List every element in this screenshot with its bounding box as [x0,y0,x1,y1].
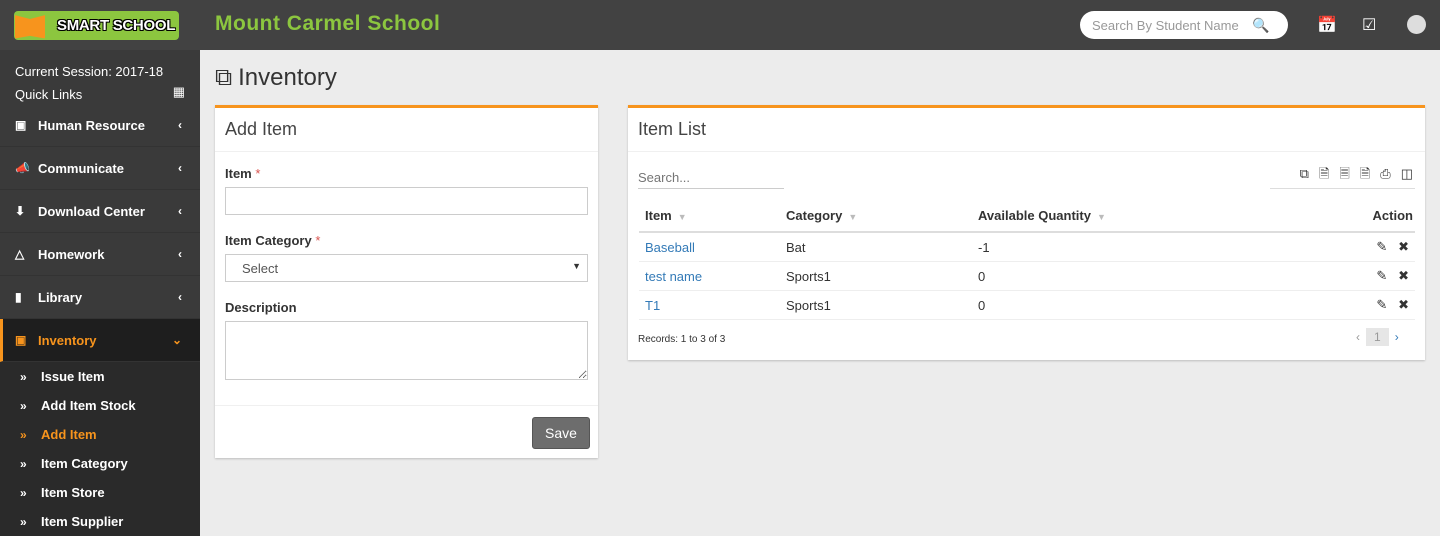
col-action: Action [1301,199,1415,233]
edit-icon[interactable]: ✎ [1376,239,1388,254]
chevron-left-icon: ‹ [178,204,182,218]
panel-title: Add Item [215,108,598,152]
page-title: ⧉ Inventory [215,64,337,91]
copy-icon[interactable]: ⧉ [1299,166,1309,181]
quick-links[interactable]: Quick Links ▦ [0,84,200,106]
table-search-input[interactable] [638,167,784,189]
panel-title: Item List [628,108,1425,152]
search-input[interactable] [1092,17,1252,33]
item-input[interactable] [225,187,588,215]
submenu-item-store[interactable]: » Item Store [20,485,105,500]
task-check-icon[interactable]: ☑ [1362,17,1377,34]
prev-page-icon[interactable]: ‹ [1356,330,1360,344]
submenu-add-item[interactable]: » Add Item [20,427,97,442]
sort-icon: ▼ [1096,211,1106,222]
print-icon[interactable]: ⎙ [1380,166,1391,181]
item-list-panel: Item List ⧉ 🗎 🗏 🗎 ⎙ ◫ Item▼ Category▼ Availab… [628,105,1425,360]
table-row: Baseball Bat -1 ✎ ✖ [639,232,1415,262]
user-avatar-icon[interactable] [1407,15,1426,34]
item-category-label: Item Category * [225,233,321,248]
table-row: T1 Sports1 0 ✎ ✖ [639,290,1415,320]
submenu-item-category[interactable]: » Item Category [20,456,128,471]
double-chevron-icon: » [20,427,27,442]
double-chevron-icon: » [20,514,27,529]
sitemap-icon: ▣ [15,118,27,132]
edit-icon[interactable]: ✎ [1376,297,1388,312]
item-table: Item ▼ Category ▼ Available Quantity ▼ Acti… [639,199,1415,320]
inventory-icon: ⧉ [215,64,233,91]
item-link[interactable]: test name [645,268,703,284]
submenu-issue-item[interactable]: » Issue Item [20,369,105,384]
calendar-icon[interactable]: 📅 [1317,17,1337,34]
chevron-left-icon: ‹ [178,290,182,304]
delete-icon[interactable]: ✖ [1398,239,1409,254]
chevron-left-icon: ‹ [178,161,182,175]
table-row: test name Sports1 0 ✎ ✖ [639,261,1415,291]
col-item[interactable]: Item ▼ [639,199,780,233]
book-icon: ▮ [15,290,22,304]
excel-icon[interactable]: 🗎 [1318,166,1330,181]
logo[interactable]: SMART SCHOOL [14,11,179,40]
top-header: SMART SCHOOL Mount Carmel School 🔍 📅 ☑ [0,0,1440,50]
double-chevron-icon: » [20,456,27,471]
sidebar-item-homework[interactable]: △ Homework ‹ [0,233,200,276]
delete-icon[interactable]: ✖ [1398,297,1409,312]
book-icon [15,15,45,39]
item-label: Item * [225,166,261,181]
sidebar-item-communicate[interactable]: 📣 Communicate ‹ [0,147,200,190]
sort-icon: ▼ [677,211,687,222]
item-link[interactable]: T1 [645,297,661,313]
save-button[interactable]: Save [532,417,590,449]
chevron-left-icon: ‹ [178,118,182,132]
caret-down-icon: ▼ [572,261,581,271]
col-category[interactable]: Category ▼ [780,199,972,233]
item-category-select[interactable]: Select ▼ [225,254,588,282]
bullhorn-icon: 📣 [15,161,30,175]
sidebar-item-human-resource[interactable]: ▣ Human Resource ‹ [0,104,200,147]
search-icon[interactable]: 🔍 [1252,16,1270,33]
student-search: 🔍 [1080,11,1288,39]
pdf-icon[interactable]: 🗎 [1359,166,1371,181]
submenu-item-supplier[interactable]: » Item Supplier [20,514,124,529]
col-available-quantity[interactable]: Available Quantity ▼ [972,199,1301,233]
next-page-icon[interactable]: › [1394,330,1399,344]
delete-icon[interactable]: ✖ [1398,268,1409,283]
double-chevron-icon: » [20,369,27,384]
sort-icon: ▼ [848,211,858,222]
flask-icon: △ [15,247,25,261]
sidebar: Current Session: 2017-18 Quick Links ▦ ▣ H… [0,50,200,536]
download-icon: ⬇ [15,204,26,218]
add-item-panel: Add Item Item * Item Category * Select ▼ … [215,105,598,458]
chevron-left-icon: ‹ [178,247,182,261]
edit-icon[interactable]: ✎ [1376,268,1388,283]
submenu-add-item-stock[interactable]: » Add Item Stock [20,398,136,413]
page-1-button[interactable]: 1 [1366,328,1389,346]
description-label: Description [225,300,297,315]
sidebar-item-download-center[interactable]: ⬇ Download Center ‹ [0,190,200,233]
records-info: Records: 1 to 3 of 3 [638,334,726,345]
sidebar-item-library[interactable]: ▮ Library ‹ [0,276,200,319]
double-chevron-icon: » [20,485,27,500]
school-name: Mount Carmel School [215,12,441,35]
current-session: Current Session: 2017-18 [15,64,164,79]
grid-icon[interactable]: ▦ [172,84,185,99]
description-textarea[interactable] [225,321,588,380]
columns-icon[interactable]: ◫ [1400,166,1413,181]
chevron-down-icon: ⌄ [171,333,182,347]
inventory-icon: ▣ [15,333,27,347]
csv-icon[interactable]: 🗏 [1339,166,1350,181]
double-chevron-icon: » [20,398,27,413]
sidebar-item-inventory[interactable]: ▣ Inventory ⌄ [0,319,200,362]
item-link[interactable]: Baseball [645,239,695,255]
